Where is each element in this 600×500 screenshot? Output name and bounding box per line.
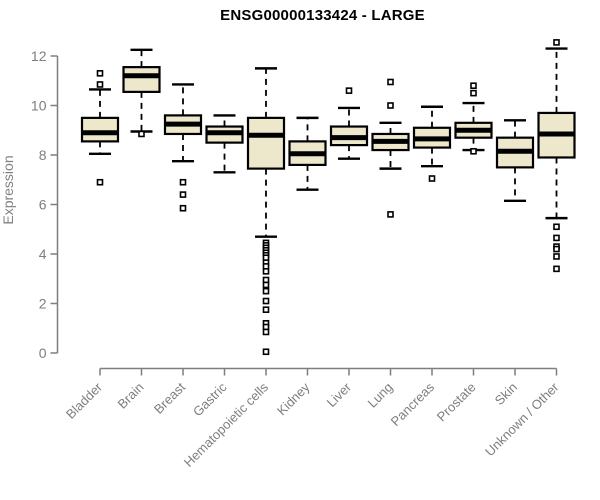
boxplot-box-gastric: [205, 114, 244, 174]
outlier-point: [96, 70, 104, 77]
outlier-point: [470, 147, 477, 155]
boxplot-box-pancreas: [412, 105, 452, 182]
boxplot-box-brain: [122, 48, 161, 138]
boxplot-box-skin: [495, 119, 535, 202]
boxplot-box-kidney: [288, 116, 327, 191]
outlier-point: [553, 234, 560, 242]
outlier-point: [262, 281, 270, 289]
x-category-label: Gastric: [190, 379, 230, 419]
x-category-label: Liver: [324, 379, 355, 410]
y-tick-label: 10: [31, 98, 47, 114]
iqr-box: [246, 116, 286, 170]
outlier-point: [345, 87, 353, 94]
y-tick-label: 0: [39, 345, 47, 361]
boxplot-box-breast: [163, 83, 203, 212]
outlier-point: [262, 328, 270, 336]
outlier-point: [470, 89, 477, 97]
outlier-point: [262, 268, 270, 275]
outlier-point: [262, 348, 270, 356]
outlier-point: [179, 191, 187, 198]
outlier-point: [179, 178, 187, 186]
chart-title: ENSG00000133424 - LARGE: [220, 7, 425, 24]
outlier-point: [387, 78, 394, 86]
outlier-point: [428, 175, 436, 182]
x-category-label: Kidney: [274, 379, 313, 418]
outlier-point: [553, 39, 560, 46]
boxplot-box-unknown-other: [537, 39, 576, 273]
boxplot-box-prostate: [454, 82, 493, 155]
outlier-point: [553, 223, 560, 231]
x-category-label: Lung: [365, 380, 396, 411]
x-category-label: Breast: [151, 379, 188, 416]
outlier-point: [553, 253, 560, 260]
boxplot-box-liver: [329, 87, 369, 160]
boxplot-box-bladder: [80, 70, 120, 186]
outlier-point: [553, 245, 560, 253]
x-category-label: Brain: [115, 380, 147, 412]
y-tick-label: 6: [39, 197, 47, 213]
outlier-point: [262, 297, 270, 305]
outlier-point: [138, 130, 145, 138]
x-category-label: Bladder: [63, 379, 106, 422]
outlier-point: [262, 287, 270, 295]
outlier-point: [387, 102, 394, 109]
x-category-label: Pancreas: [388, 379, 438, 429]
outlier-point: [96, 178, 104, 186]
outlier-point: [553, 265, 560, 273]
x-category-label: Prostate: [434, 380, 479, 425]
iqr-box: [122, 66, 161, 93]
x-category-label: Skin: [492, 380, 520, 408]
outlier-point: [262, 306, 270, 313]
y-tick-label: 12: [31, 48, 47, 64]
x-category-label: Unknown / Other: [482, 379, 562, 459]
boxplot-box-lung: [371, 78, 410, 218]
outlier-point: [96, 81, 104, 88]
outlier-point: [470, 82, 477, 89]
y-tick-label: 4: [39, 246, 47, 262]
outlier-point: [387, 211, 394, 218]
y-tick-label: 8: [39, 147, 47, 163]
outlier-point: [179, 204, 187, 212]
iqr-box: [80, 116, 120, 143]
y-tick-label: 2: [39, 296, 47, 312]
boxplot-box-hematopoietic-cells: [246, 67, 286, 356]
